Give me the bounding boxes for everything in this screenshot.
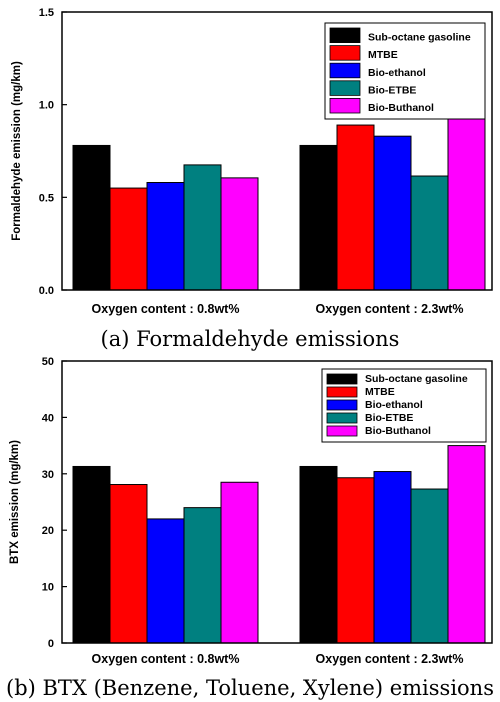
legend-label: Bio-ETBE — [365, 412, 413, 424]
y-tick-label: 10 — [42, 582, 54, 594]
bar — [72, 144, 111, 291]
legend-swatch — [326, 386, 358, 398]
legend-label: Bio-ethanol — [365, 399, 423, 411]
legend-swatch — [329, 62, 361, 79]
legend-label: Sub-octane gasoline — [368, 32, 471, 44]
legend-label: Bio-Buthanol — [368, 102, 434, 114]
bar — [146, 182, 185, 291]
plot-frame — [61, 11, 493, 291]
category-label: Oxygen content : 2.3wt% — [316, 302, 464, 316]
legend: Sub-octane gasolineMTBEBio-ethanolBio-ET… — [321, 368, 487, 443]
bar — [447, 445, 486, 644]
legend-swatch — [326, 412, 358, 424]
legend-swatch — [329, 27, 361, 44]
bar — [373, 135, 412, 291]
y-tick-label: 1.0 — [39, 100, 54, 112]
category-label: Oxygen content : 2.3wt% — [316, 652, 464, 666]
bar — [299, 144, 338, 291]
legend-swatch — [326, 373, 358, 385]
btx-chart: Oxygen content : 0.8wt% Oxygen content : … — [6, 356, 494, 700]
legend-label: MTBE — [368, 49, 398, 61]
y-tick-label: 0 — [48, 638, 54, 650]
y-tick-label: 1.5 — [39, 7, 54, 19]
bar — [299, 465, 338, 644]
bar — [72, 465, 111, 644]
y-tick-label: 40 — [42, 412, 54, 424]
y-axis-label: Formaldehyde emission (mg/km) — [11, 61, 23, 241]
legend-label: Bio-Buthanol — [365, 425, 431, 437]
legend-swatch — [329, 45, 361, 61]
bar — [146, 518, 185, 644]
y-tick-label: 20 — [42, 525, 54, 537]
category-label: Oxygen content : 0.8wt% — [92, 302, 240, 316]
legend: Sub-octane gasoline MTBE Bio-ethanol Bio-ET… — [324, 22, 486, 120]
y-tick-label: 0.5 — [39, 192, 54, 204]
legend-swatch — [326, 425, 358, 437]
bar — [183, 164, 222, 291]
figure-caption: (a) Formaldehyde emissions — [101, 327, 400, 351]
bar — [220, 177, 259, 291]
legend-swatch — [329, 98, 361, 114]
figure-caption: (b) BTX (Benzene, Toluene, Xylene) emiss… — [6, 676, 494, 700]
legend-label: Bio-ethanol — [368, 67, 426, 79]
bar — [410, 488, 449, 644]
y-tick-label: 0.0 — [39, 285, 54, 297]
legend-swatch — [329, 80, 361, 96]
legend-label: MTBE — [365, 386, 395, 398]
bar — [410, 175, 449, 291]
plot-frame — [61, 360, 493, 644]
bar — [109, 484, 148, 644]
legend-label: Sub-octane gasoline — [365, 373, 468, 385]
bar — [373, 471, 412, 644]
formaldehyde-chart: Oxygen content : 0.8wt% Oxygen content : … — [11, 7, 493, 351]
y-tick-label: 30 — [42, 469, 54, 481]
bar — [447, 106, 486, 291]
bar — [336, 124, 375, 291]
y-axis-label: BTX emission (mg/km) — [9, 440, 21, 564]
legend-label: Bio-ETBE — [368, 84, 416, 96]
y-tick-label: 50 — [42, 356, 54, 368]
bar — [109, 187, 148, 291]
bar — [336, 477, 375, 644]
legend-swatch — [326, 399, 358, 411]
category-label: Oxygen content : 0.8wt% — [92, 652, 240, 666]
bar — [183, 507, 222, 644]
bar — [220, 481, 259, 644]
